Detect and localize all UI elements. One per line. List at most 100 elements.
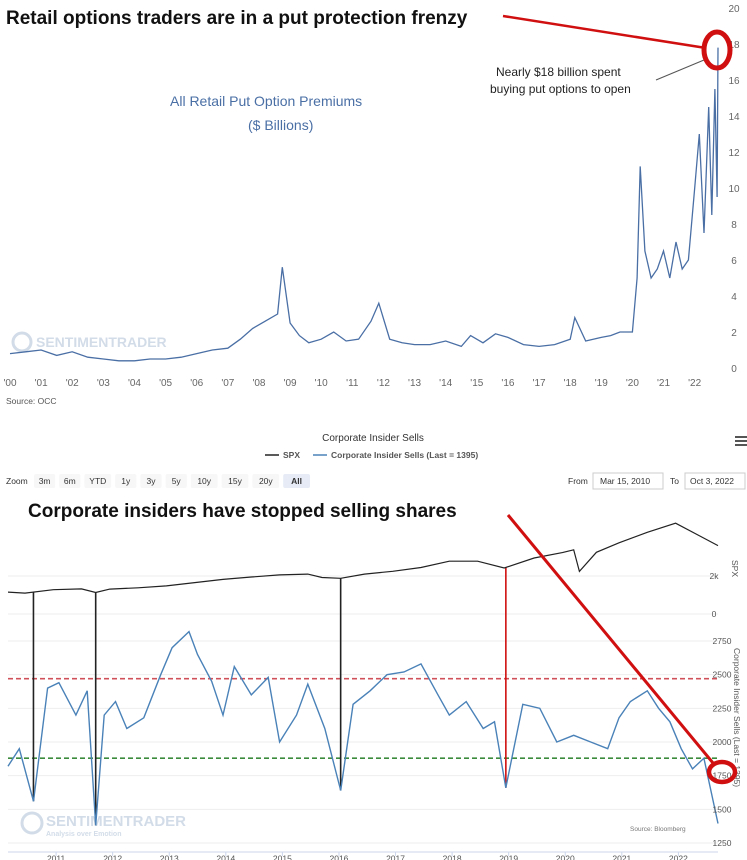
top-x-tick-label: '08 [252, 378, 265, 389]
insider-y-tick-label: 1750 [713, 771, 732, 781]
insider-sells-series-line [7, 630, 719, 826]
bottom-x-tick-label: 2016 [329, 853, 348, 860]
headline-pointer-line [502, 14, 707, 50]
from-date-input[interactable]: Mar 15, 2010 [592, 472, 664, 490]
zoom-button-15y[interactable]: 15y [221, 474, 249, 488]
top-watermark-text: SENTIMENTRADER [36, 334, 167, 350]
legend-item-spx[interactable]: SPX [265, 450, 300, 460]
zoom-button-label: 15y [228, 476, 242, 486]
zoom-button-6m[interactable]: 6m [59, 474, 81, 488]
zoom-button-bg [34, 474, 56, 488]
insider-y-tick-label: 1250 [713, 838, 732, 848]
top-x-tick-label: '04 [128, 378, 141, 389]
legend: SPX Corporate Insider Sells (Last = 1395… [265, 450, 478, 460]
insider-y-tick-label: 2750 [713, 636, 732, 646]
zoom-button-group: 3m 6m YTD 1y 3y 5y 10y 15y 20y All [34, 474, 310, 488]
retail-put-premium-series-line [9, 47, 719, 362]
top-x-tick-label: '20 [626, 378, 639, 389]
top-y-tick-label: 4 [731, 292, 737, 303]
spx-axis-title: SPX [730, 560, 740, 577]
bottom-headline: Corporate insiders have stopped selling … [28, 501, 457, 522]
to-label: To [670, 476, 679, 486]
top-y-tick-label: 14 [728, 112, 740, 123]
top-y-tick-label: 8 [731, 220, 737, 231]
legend-item-insider[interactable]: Corporate Insider Sells (Last = 1395) [313, 450, 478, 460]
top-chart-title: All Retail Put Option Premiums [170, 93, 362, 109]
insider-y-tick-label: 2500 [713, 670, 732, 680]
bottom-x-tick-label: 2015 [273, 853, 292, 860]
top-y-tick-label: 0 [731, 364, 737, 375]
top-x-tick-label: '14 [439, 378, 452, 389]
top-y-tick-label: 16 [728, 76, 740, 87]
top-y-tick-label: 6 [731, 256, 737, 267]
top-x-tick-label: '16 [501, 378, 514, 389]
insider-y-axis: 1250 1500 1750 2000 2250 2500 2750 [713, 636, 732, 848]
top-y-tick-label: 12 [728, 148, 740, 159]
zoom-button-label: YTD [89, 476, 106, 486]
zoom-button-label: 3y [147, 476, 157, 486]
zoom-button-label: 20y [259, 476, 273, 486]
zoom-button-ytd[interactable]: YTD [84, 474, 112, 488]
top-source: Source: OCC [6, 396, 57, 406]
top-x-tick-label: '22 [688, 378, 701, 389]
bottom-x-tick-label: 2017 [386, 853, 405, 860]
top-y-tick-label: 2 [731, 328, 737, 339]
top-x-tick-label: '19 [595, 378, 608, 389]
bottom-x-tick-label: 2020 [556, 853, 575, 860]
top-y-axis: 0 2 4 6 8 10 12 14 16 18 20 [728, 4, 740, 375]
bottom-chart-title: Corporate Insider Sells [322, 433, 424, 444]
spx-series-line [7, 522, 719, 594]
zoom-button-label: 5y [172, 476, 182, 486]
zoom-button-bg [252, 474, 280, 488]
top-headline: Retail options traders are in a put prot… [6, 8, 468, 29]
zoom-button-5y[interactable]: 5y [165, 474, 187, 488]
zoom-button-bg [190, 474, 218, 488]
top-y-tick-label: 20 [728, 4, 740, 15]
top-x-tick-label: '02 [66, 378, 79, 389]
zoom-button-3y[interactable]: 3y [140, 474, 162, 488]
legend-insider-label: Corporate Insider Sells (Last = 1395) [331, 450, 478, 460]
bottom-headline-pointer-line [506, 514, 715, 764]
zoom-button-all[interactable]: All [283, 474, 310, 488]
top-chart: Retail options traders are in a put prot… [3, 4, 740, 406]
to-date-value: Oct 3, 2022 [690, 476, 734, 486]
vertical-markers [32, 567, 507, 826]
top-y-tick-label: 18 [728, 40, 740, 51]
annotation-pointer [655, 59, 705, 81]
bottom-chart: SENTIMENTRADER Analysis over Emotion 201… [7, 501, 742, 860]
zoom-button-bg [140, 474, 162, 488]
bottom-chart-header: Corporate Insider Sells SPX Corporate In… [6, 433, 747, 490]
zoom-button-label: 6m [64, 476, 76, 486]
zoom-button-bg [283, 474, 310, 488]
annotation-line-1: Nearly $18 billion spent [496, 65, 621, 79]
bottom-x-tick-label: 2013 [160, 853, 179, 860]
bottom-source: Source: Bloomberg [630, 826, 686, 833]
bottom-x-tick-label: 2018 [443, 853, 462, 860]
zoom-button-label: All [291, 476, 302, 486]
peak-highlight-circle [701, 29, 733, 71]
spx-y-tick-label: 2k [710, 571, 720, 581]
watermark-logo-icon [11, 331, 33, 353]
zoom-button-3m[interactable]: 3m [34, 474, 56, 488]
zoom-button-label: 1y [121, 476, 131, 486]
to-date-input[interactable]: Oct 3, 2022 [684, 472, 746, 490]
hamburger-menu-icon[interactable] [735, 436, 747, 446]
zoom-button-10y[interactable]: 10y [190, 474, 218, 488]
bottom-x-tick-label: 2019 [499, 853, 518, 860]
last-value-highlight-circle [706, 759, 738, 785]
zoom-button-bg [221, 474, 249, 488]
bottom-x-tick-label: 2014 [216, 853, 235, 860]
top-x-tick-label: '15 [470, 378, 483, 389]
bottom-watermark: SENTIMENTRADER Analysis over Emotion [20, 811, 186, 838]
top-x-tick-label: '21 [657, 378, 670, 389]
insider-axis-title: Corporate Insider Sells (Last = 1395) [732, 648, 742, 787]
top-x-tick-label: '12 [377, 378, 390, 389]
zoom-button-1y[interactable]: 1y [115, 474, 137, 488]
top-x-tick-label: '09 [284, 378, 297, 389]
zoom-button-label: 3m [39, 476, 51, 486]
zoom-button-20y[interactable]: 20y [252, 474, 280, 488]
top-x-tick-label: '00 [3, 378, 16, 389]
top-chart-subtitle: ($ Billions) [248, 117, 313, 133]
top-y-tick-label: 10 [728, 184, 740, 195]
annotation-line-2: buying put options to open [490, 82, 631, 96]
